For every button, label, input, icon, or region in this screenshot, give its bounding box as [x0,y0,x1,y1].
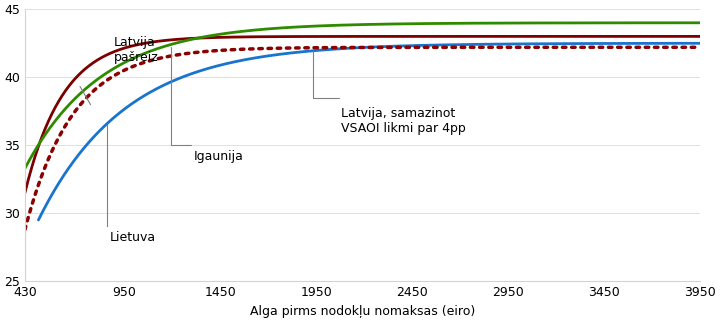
Text: Latvija
pašreiz: Latvija pašreiz [114,36,158,64]
Text: Latvija, samazinot
VSAOI likmi par 4pp: Latvija, samazinot VSAOI likmi par 4pp [341,107,466,135]
Text: Igaunija: Igaunija [194,150,243,163]
X-axis label: Alga pirms nodokļu nomaksas (eiro): Alga pirms nodokļu nomaksas (eiro) [250,305,475,318]
Text: Lietuva: Lietuva [109,231,156,244]
